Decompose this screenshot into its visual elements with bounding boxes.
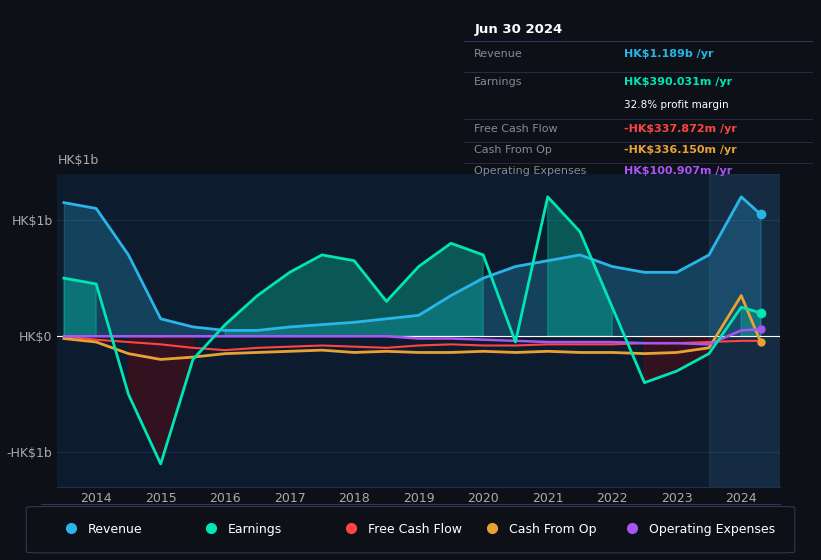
Text: HK$1b: HK$1b [57,155,99,167]
Text: -HK$337.872m /yr: -HK$337.872m /yr [624,124,737,133]
Text: HK$100.907m /yr: HK$100.907m /yr [624,166,732,176]
Text: Earnings: Earnings [228,522,282,536]
Text: Cash From Op: Cash From Op [475,145,553,155]
Text: Operating Expenses: Operating Expenses [475,166,587,176]
Bar [709,174,780,487]
Text: Earnings: Earnings [475,77,523,87]
FancyBboxPatch shape [26,506,795,553]
Text: Cash From Op: Cash From Op [509,522,596,536]
Text: Revenue: Revenue [475,49,523,59]
Text: 32.8% profit margin: 32.8% profit margin [624,100,729,110]
Text: Revenue: Revenue [88,522,142,536]
Text: -HK$336.150m /yr: -HK$336.150m /yr [624,145,737,155]
Text: HK$390.031m /yr: HK$390.031m /yr [624,77,732,87]
Text: Jun 30 2024: Jun 30 2024 [475,23,562,36]
Text: Free Cash Flow: Free Cash Flow [369,522,462,536]
Text: HK$1.189b /yr: HK$1.189b /yr [624,49,714,59]
Text: Operating Expenses: Operating Expenses [649,522,775,536]
Text: Free Cash Flow: Free Cash Flow [475,124,558,133]
